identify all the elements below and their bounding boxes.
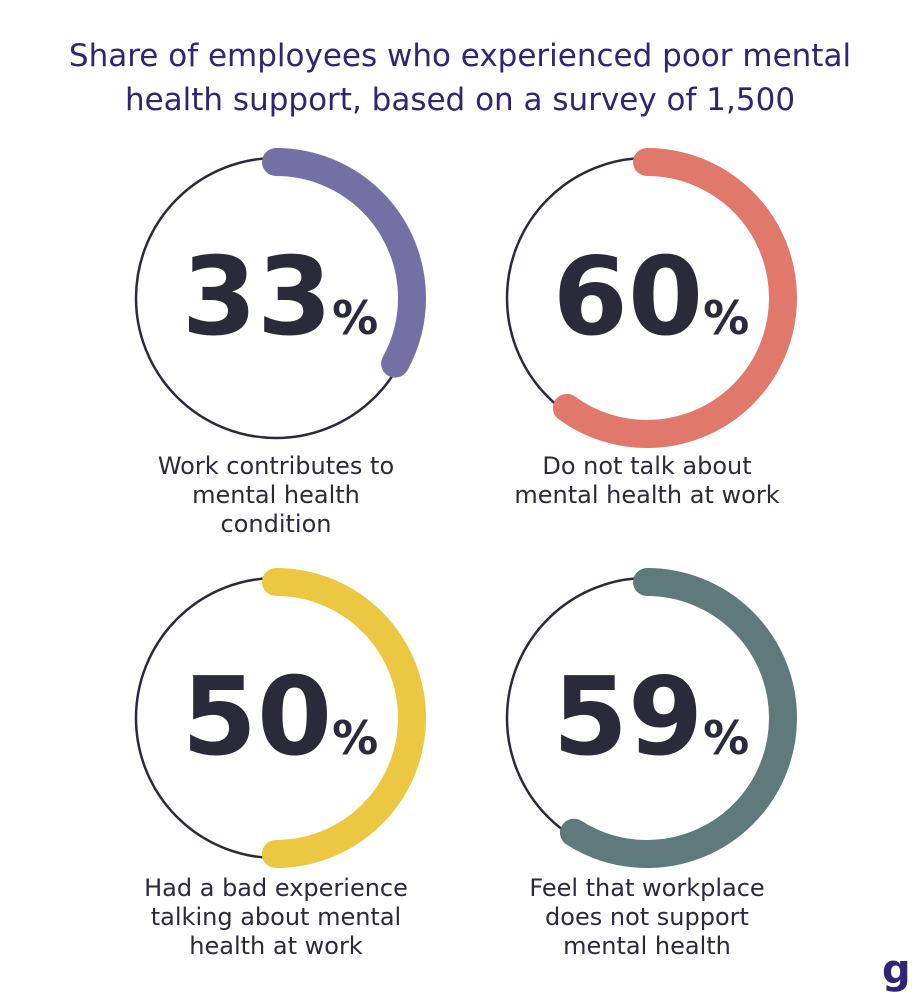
- donut-2-arc: [497, 148, 797, 448]
- brand-logo: g: [882, 947, 911, 993]
- donut-2-caption: Do not talk about mental health at work: [477, 452, 817, 510]
- donut-1-caption-line-3: condition: [220, 510, 332, 538]
- title-line-1: Share of employees who experienced poor …: [68, 38, 852, 74]
- donut-2-caption-line-2: mental health at work: [514, 481, 780, 509]
- donut-4-caption: Feel that workplace does not support men…: [477, 874, 817, 961]
- donut-2-caption-line-1: Do not talk about: [542, 452, 752, 480]
- donut-3-caption-line-2: talking about mental: [150, 903, 402, 931]
- donut-1-value-unit: %: [332, 291, 378, 345]
- donut-1-caption-line-1: Work contributes to: [157, 452, 395, 480]
- donut-4-arc: [497, 568, 797, 868]
- donut-4-value-unit: %: [703, 711, 749, 765]
- donut-4-value-number: 59: [553, 655, 703, 780]
- donut-3-value-unit: %: [332, 711, 378, 765]
- donut-2: 60%: [497, 148, 797, 448]
- donut-3-value-number: 50: [182, 655, 332, 780]
- donut-1-caption-line-2: mental health: [192, 481, 360, 509]
- donut-3: 50%: [126, 568, 426, 868]
- donut-3-value: 50%: [182, 655, 378, 780]
- donut-4-caption-line-1: Feel that workplace: [529, 874, 765, 902]
- donut-1: 33%: [126, 148, 426, 448]
- donut-4-caption-line-2: does not support: [545, 903, 749, 931]
- donut-3-caption: Had a bad experience talking about menta…: [106, 874, 446, 961]
- title-line-2: health support, based on a survey of 1,5…: [124, 82, 796, 118]
- donut-2-value: 60%: [553, 235, 749, 360]
- donut-2-value-number: 60: [553, 235, 703, 360]
- donut-3-caption-line-1: Had a bad experience: [144, 874, 408, 902]
- donut-3-arc: [126, 568, 426, 868]
- chart-title: Share of employees who experienced poor …: [0, 34, 920, 122]
- donut-1-value-number: 33: [182, 235, 332, 360]
- donut-4-value: 59%: [553, 655, 749, 780]
- donut-4-caption-line-3: mental health: [563, 932, 731, 960]
- donut-1-value: 33%: [182, 235, 378, 360]
- donut-4: 59%: [497, 568, 797, 868]
- donut-1-caption: Work contributes to mental health condit…: [106, 452, 446, 539]
- donut-2-value-unit: %: [703, 291, 749, 345]
- donut-3-caption-line-3: health at work: [189, 932, 363, 960]
- donut-1-arc: [126, 148, 426, 448]
